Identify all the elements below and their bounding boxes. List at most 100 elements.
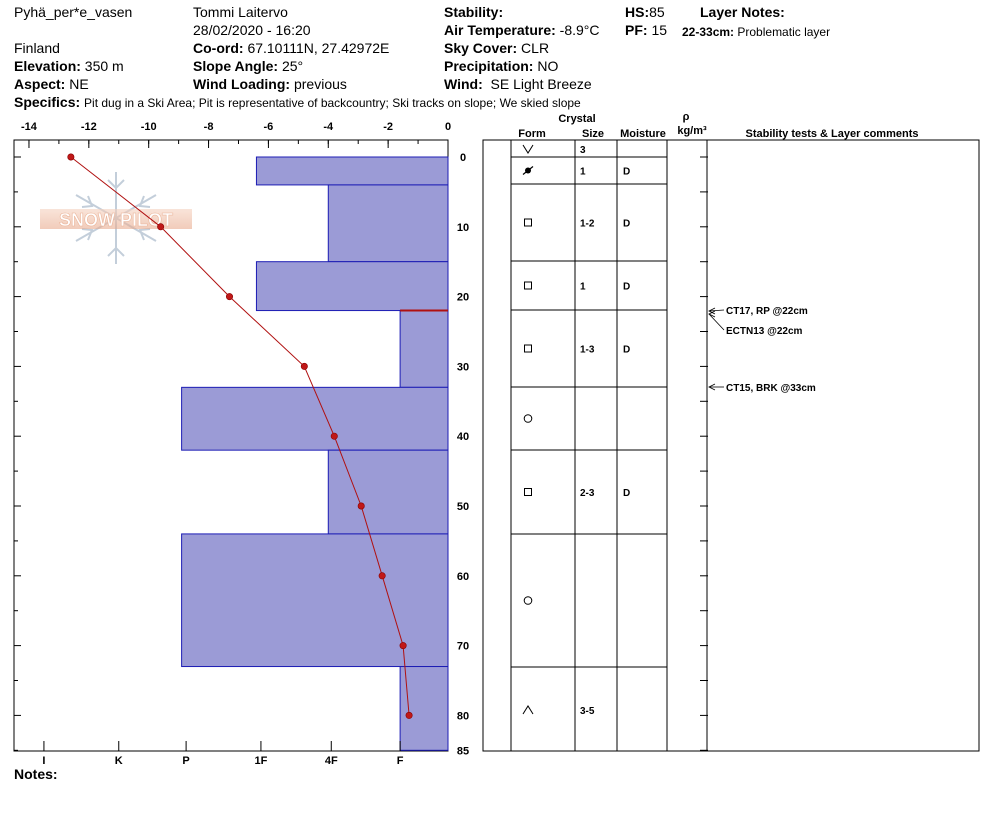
stability-test-pointer — [708, 313, 725, 331]
aspect: Aspect: NE — [14, 76, 89, 92]
layer-size: 3 — [580, 145, 586, 156]
temperature-point — [67, 153, 75, 161]
stability: Stability: — [444, 4, 504, 20]
slope-angle: Slope Angle: 25° — [193, 58, 304, 74]
square-icon — [524, 488, 532, 496]
layer-size: 1-3 — [580, 345, 595, 356]
depth-tick-label: 80 — [457, 710, 469, 722]
elevation: Elevation: 350 m — [14, 58, 124, 74]
stability-test-label: CT15, BRK @33cm — [726, 383, 816, 394]
layer-size: 2-3 — [580, 488, 595, 499]
layer-size: 1 — [580, 282, 586, 293]
depth-tick-label: 10 — [457, 222, 469, 234]
depth-tick-label: 0 — [460, 152, 466, 164]
temp-tick-label: 0 — [445, 121, 451, 133]
moisture-header: Moisture — [620, 128, 666, 140]
temp-tick-label: -14 — [21, 121, 38, 133]
temp-tick-label: -8 — [204, 121, 214, 133]
observer-name: Tommi Laitervo — [193, 4, 288, 20]
layer-size: 1-2 — [580, 219, 595, 230]
square-icon — [524, 218, 532, 227]
hardness-tick-label: 1F — [255, 755, 268, 767]
circle-icon — [523, 414, 533, 423]
svg-text:SNOW PILOT: SNOW PILOT — [59, 210, 173, 230]
hardness-bar-5 — [327, 449, 449, 535]
hardness-bar-4 — [181, 386, 449, 451]
depth-tick-label: 70 — [457, 641, 469, 653]
density-symbol: ρ — [683, 111, 690, 123]
temp-tick-label: -6 — [264, 121, 274, 133]
temp-tick-label: -10 — [141, 121, 157, 133]
layer-moisture: D — [623, 167, 630, 178]
size-header: Size — [582, 128, 604, 140]
circle-icon — [523, 596, 533, 605]
crystal-header: Crystal — [558, 113, 595, 125]
hardness-bar-6 — [181, 533, 449, 668]
depth-tick-label: 50 — [457, 501, 469, 513]
temperature-point — [357, 502, 365, 510]
comments-header: Stability tests & Layer comments — [745, 128, 918, 140]
temperature-point — [330, 432, 338, 440]
hardness-bar-3 — [399, 310, 449, 388]
specifics: Specifics: Pit dug in a Ski Area; Pit is… — [14, 94, 581, 110]
hardness-bar-2 — [255, 261, 449, 312]
wedge-down-icon — [522, 144, 534, 154]
density-unit: kg/m³ — [677, 125, 707, 137]
observation-datetime: 28/02/2020 - 16:20 — [193, 22, 311, 38]
layer-moisture: D — [623, 219, 630, 230]
temperature-point — [300, 362, 308, 370]
form-header: Form — [518, 128, 546, 140]
stability-test-pointer — [708, 309, 725, 312]
temperature-point — [399, 642, 407, 650]
layer-table-frame — [482, 139, 980, 752]
hardness-bar-1 — [327, 184, 449, 263]
temperature-point — [378, 572, 386, 580]
temperature-point — [405, 711, 413, 719]
temp-tick-label: -4 — [323, 121, 334, 133]
hardness-tick-label: F — [397, 755, 404, 767]
hardness-tick-label: 4F — [325, 755, 338, 767]
arrow-icon — [708, 307, 716, 315]
dot-slash-icon — [522, 166, 534, 175]
square-icon — [524, 281, 532, 290]
location-name: Pyhä_per*e_vasen — [14, 4, 133, 20]
square-icon — [524, 344, 532, 353]
snowpilot-watermark: SNOW PILOT — [40, 172, 192, 264]
coordinates: Co-ord: 67.10111N, 27.42972E — [193, 40, 390, 56]
air-temperature: Air Temperature: -8.9°C — [444, 22, 600, 38]
depth-tick-label: 40 — [457, 431, 469, 443]
country: Finland — [14, 40, 60, 56]
temperature-point — [157, 223, 165, 231]
snow-height: HS:85 — [625, 4, 665, 20]
layer-size: 1 — [580, 167, 586, 178]
layer-moisture: D — [623, 282, 630, 293]
precipitation: Precipitation: NO — [444, 58, 559, 74]
hardness-tick-label: I — [42, 755, 45, 767]
hardness-bar-0 — [255, 156, 449, 186]
layer-note: 22-33cm: Problematic layer — [682, 25, 831, 39]
wind: Wind: SE Light Breeze — [444, 76, 592, 92]
layer-size: 3-5 — [580, 706, 595, 717]
hardness-bar-7 — [399, 666, 449, 751]
wind-loading: Wind Loading: previous — [193, 76, 347, 92]
stability-test-label: CT17, RP @22cm — [726, 306, 808, 317]
temperature-point — [226, 293, 234, 301]
arrow-icon — [708, 383, 716, 391]
stability-test-label: ECTN13 @22cm — [726, 326, 803, 337]
temp-tick-label: -12 — [81, 121, 97, 133]
caret-up-icon — [522, 705, 534, 715]
hardness-tick-label: K — [115, 755, 123, 767]
notes-label: Notes: — [14, 766, 58, 782]
temp-tick-label: -2 — [383, 121, 393, 133]
arrow-icon — [708, 310, 716, 318]
layer-moisture: D — [623, 345, 630, 356]
penetration-foot: PF: 15 — [625, 22, 668, 38]
depth-tick-label: 60 — [457, 571, 469, 583]
depth-tick-label: 20 — [457, 292, 469, 304]
depth-tick-label: 30 — [457, 361, 469, 373]
sky-cover: Sky Cover: CLR — [444, 40, 550, 56]
layer-moisture: D — [623, 488, 630, 499]
depth-tick-label: 85 — [457, 745, 469, 757]
hardness-tick-label: P — [182, 755, 189, 767]
